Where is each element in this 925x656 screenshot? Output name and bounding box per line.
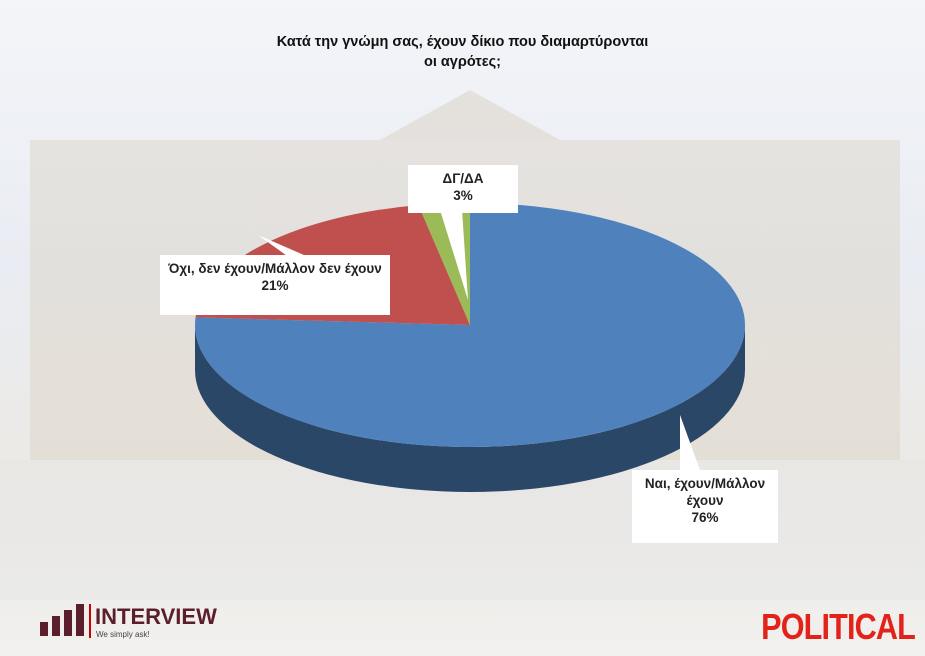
value-label: 76%: [691, 510, 719, 525]
logo-bars: [40, 604, 91, 638]
slice-side: [195, 325, 745, 492]
logo-tagline: We simply ask!: [96, 630, 150, 639]
category-label: Όχι, δεν έχουν/Μάλλον δεν έχουν: [168, 261, 382, 276]
value-label: 21%: [261, 278, 289, 293]
data-label: Όχι, δεν έχουν/Μάλλον δεν έχουν 21%: [160, 255, 390, 315]
category-label: ΔΓ/ΔΑ: [442, 171, 484, 186]
chart-title: Κατά την γνώμη σας, έχουν δίκιο που διαμ…: [276, 34, 649, 70]
logo-political: POLITICAL: [761, 606, 916, 647]
logo-interview: INTERVIEW: [95, 604, 217, 629]
data-label: ΔΓ/ΔΑ 3%: [408, 165, 518, 213]
category-label: Ναι, έχουν/Μάλλον έχουν: [644, 476, 766, 508]
data-label: Ναι, έχουν/Μάλλον έχουν 76%: [632, 470, 778, 543]
value-label: 3%: [453, 188, 473, 203]
